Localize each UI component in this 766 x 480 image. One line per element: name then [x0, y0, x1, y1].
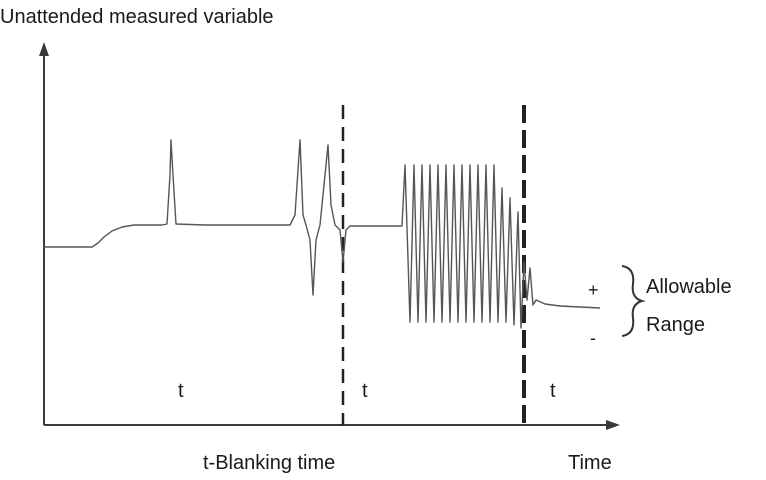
interval-label-3: t	[550, 380, 556, 402]
signal-trace	[44, 139, 601, 329]
caption-blanking-time: t-Blanking time	[203, 452, 336, 474]
x-axis-label: Time	[568, 452, 612, 474]
allowable-range-brace	[621, 265, 646, 337]
y-axis-label: Unattended measured variable	[0, 6, 274, 28]
interval-label-2: t	[362, 380, 368, 402]
interval-label-1: t	[178, 380, 184, 402]
allowable-range-label-line2: Range	[646, 314, 705, 336]
x-axis-arrow	[606, 420, 620, 430]
minus-sign: -	[590, 328, 596, 348]
y-axis-arrow	[39, 42, 49, 56]
plus-sign: +	[588, 280, 599, 300]
allowable-range-label-line1: Allowable	[646, 276, 732, 298]
